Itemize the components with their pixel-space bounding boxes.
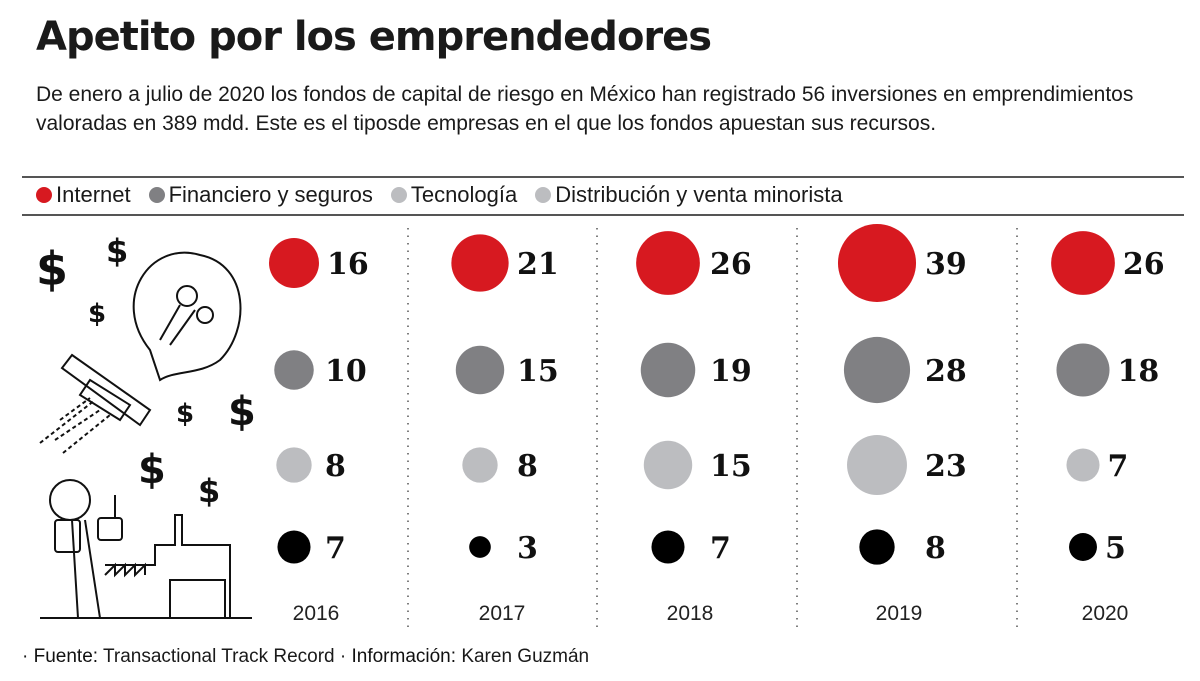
legend-swatch xyxy=(390,187,407,203)
value-label: 21 xyxy=(517,247,559,282)
bubble-internet xyxy=(451,234,509,292)
value-label: 7 xyxy=(710,531,731,566)
bubble-financiero-y-seguros xyxy=(640,342,696,398)
legend-label: Financiero y seguros xyxy=(168,182,373,207)
bubble-tecnolog-a xyxy=(462,447,498,483)
info-label: Información: xyxy=(351,646,457,667)
value-label: 28 xyxy=(925,354,967,389)
value-label: 23 xyxy=(925,449,967,484)
bubble-distribuci-n-y-venta-minorista xyxy=(651,530,685,564)
legend-label: Distribución y venta minorista xyxy=(555,182,843,207)
legend-item: Financiero y seguros xyxy=(148,182,373,208)
value-label: 3 xyxy=(517,531,538,566)
value-label: 7 xyxy=(1108,449,1129,484)
value-label: 19 xyxy=(710,354,752,389)
dollar-signs: $ $ $ $ $ $ $ xyxy=(36,232,256,510)
bubble-financiero-y-seguros xyxy=(274,350,314,390)
legend: Internet Financiero y seguros Tecnología… xyxy=(36,182,843,208)
page-title: Apetito por los emprendedores xyxy=(36,14,712,60)
value-label: 26 xyxy=(710,247,752,282)
bubble-internet xyxy=(837,223,917,303)
bubble-distribuci-n-y-venta-minorista xyxy=(1069,533,1097,561)
dollar-icon: $ xyxy=(198,472,220,510)
bullet: · xyxy=(22,646,34,667)
value-label: 8 xyxy=(325,449,346,484)
value-label: 10 xyxy=(325,354,367,389)
legend-label: Tecnología xyxy=(410,182,518,207)
value-label: 8 xyxy=(517,449,538,484)
bubble-tecnolog-a xyxy=(1066,448,1100,482)
value-label: 39 xyxy=(925,247,967,282)
dollar-icon: $ xyxy=(36,242,68,296)
value-label: 26 xyxy=(1123,247,1165,282)
dollar-icon: $ xyxy=(106,232,128,270)
bullet: · xyxy=(339,646,352,667)
bubble-financiero-y-seguros xyxy=(843,336,911,404)
bubble-tecnolog-a xyxy=(643,440,693,490)
legend-swatch xyxy=(36,187,52,203)
bubble-tecnolog-a xyxy=(847,435,907,495)
year-label: 2018 xyxy=(667,602,714,625)
year-label: 2017 xyxy=(479,602,526,625)
bubble-tecnolog-a xyxy=(276,447,312,483)
legend-swatch xyxy=(148,187,165,203)
bubble-internet xyxy=(636,231,700,295)
value-label: 5 xyxy=(1105,531,1126,566)
source: Transactional Track Record xyxy=(102,646,335,667)
bubble-internet xyxy=(1051,231,1115,295)
dollar-icon: $ xyxy=(138,447,166,493)
year-label: 2019 xyxy=(876,602,923,625)
value-label: 7 xyxy=(325,531,346,566)
legend-item: Distribución y venta minorista xyxy=(535,182,843,208)
bubble-distribuci-n-y-venta-minorista xyxy=(469,536,491,558)
year-label: 2020 xyxy=(1082,602,1129,625)
divider xyxy=(22,214,1184,216)
value-label: 15 xyxy=(517,354,559,389)
bubble-internet xyxy=(269,238,319,288)
legend-item: Internet xyxy=(36,182,131,208)
divider xyxy=(22,176,1184,178)
dollar-icon: $ xyxy=(88,299,106,329)
subtitle: De enero a julio de 2020 los fondos de c… xyxy=(36,83,1134,135)
bubble-financiero-y-seguros xyxy=(1056,343,1110,397)
bubble-distribuci-n-y-venta-minorista xyxy=(277,530,311,564)
value-label: 15 xyxy=(710,449,752,484)
author: Karen Guzmán xyxy=(461,646,590,667)
dollar-icon: $ xyxy=(228,389,256,435)
value-label: 16 xyxy=(327,247,369,282)
source-label: Fuente: xyxy=(33,646,99,667)
legend-item: Tecnología xyxy=(390,182,518,208)
legend-swatch xyxy=(535,187,552,203)
dollar-icon: $ xyxy=(176,399,194,429)
value-label: 8 xyxy=(925,531,946,566)
legend-label: Internet xyxy=(56,182,131,207)
year-label: 2016 xyxy=(293,602,340,625)
footer: · Fuente: Transactional Track Record · I… xyxy=(22,646,589,668)
bubble-distribuci-n-y-venta-minorista xyxy=(859,529,895,565)
startup-illustration xyxy=(39,251,252,619)
bubble-financiero-y-seguros xyxy=(455,345,505,395)
value-label: 18 xyxy=(1118,354,1160,389)
